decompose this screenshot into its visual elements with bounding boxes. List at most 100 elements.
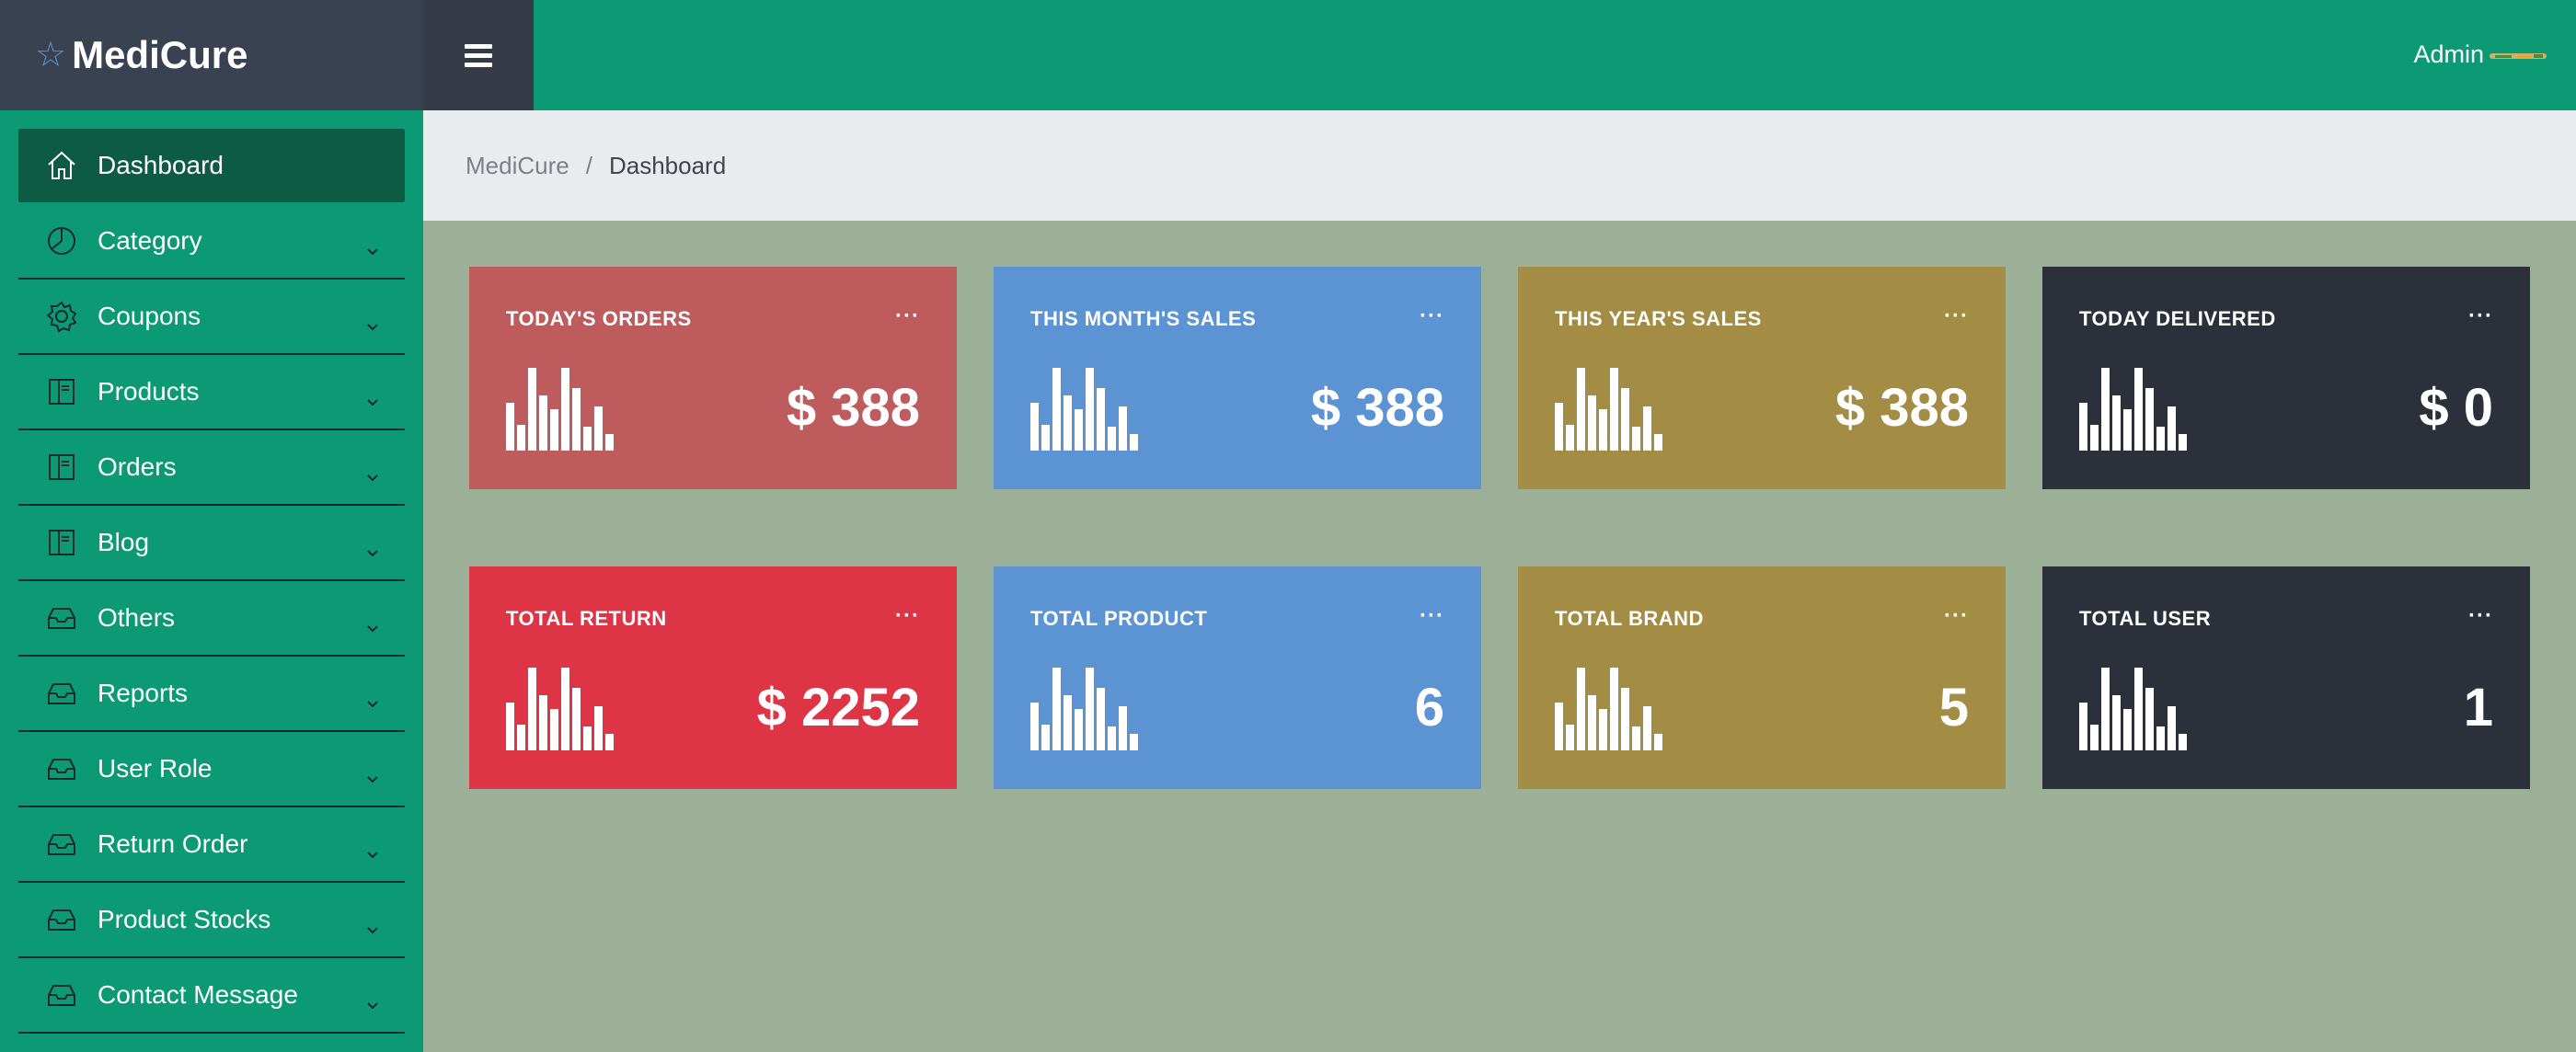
book-icon (44, 450, 79, 485)
sidebar-item-label: Category (98, 226, 202, 255)
sidebar-item-label: Contact Message (98, 980, 298, 1009)
card-title: TOTAL BRAND (1555, 607, 1704, 630)
more-options-icon[interactable]: ··· (2468, 303, 2493, 328)
inbox-icon (44, 978, 79, 1012)
card-value: $ 388 (1310, 378, 1444, 438)
card-value: 5 (1938, 678, 1969, 738)
sidebar-item-others[interactable]: Others (18, 581, 405, 657)
book-icon (44, 525, 79, 560)
sidebar-item-label: Reports (98, 679, 189, 707)
more-options-icon[interactable]: ··· (1420, 603, 1444, 628)
more-options-icon[interactable]: ··· (1420, 303, 1444, 328)
top-navbar: Admin (534, 0, 2576, 110)
breadcrumb: MediCure / Dashboard (423, 110, 2576, 221)
stat-card-todays-orders[interactable]: TODAY'S ORDERS ··· $ 388 (469, 267, 957, 489)
avatar[interactable] (2490, 48, 2547, 64)
card-value: 6 (1414, 678, 1444, 738)
chevron-down-icon (366, 537, 379, 557)
sidebar-item-products[interactable]: Products (18, 355, 405, 430)
sidebar-item-product-stocks[interactable]: Product Stocks (18, 883, 405, 958)
more-options-icon[interactable]: ··· (1944, 303, 1969, 328)
chevron-down-icon (366, 386, 379, 406)
bar-chart-icon (2079, 368, 2187, 451)
stat-card-total-user[interactable]: TOTAL USER ··· 1 (2042, 566, 2530, 789)
sidebar-item-label: Others (98, 603, 176, 632)
sidebar-item-label: Return Order (98, 829, 248, 858)
sidebar-item-return-order[interactable]: Return Order (18, 807, 405, 883)
more-options-icon[interactable]: ··· (895, 603, 920, 628)
more-options-icon[interactable]: ··· (2468, 603, 2493, 628)
admin-label[interactable]: Admin (2413, 40, 2484, 68)
stat-card-total-product[interactable]: TOTAL PRODUCT ··· 6 (994, 566, 1481, 789)
hamburger-icon (465, 40, 492, 72)
sidebar-item-label: User Role (98, 754, 213, 783)
bar-chart-icon (1030, 368, 1138, 451)
chevron-down-icon (366, 914, 379, 934)
chevron-down-icon (366, 839, 379, 859)
book-icon (44, 374, 79, 409)
stat-card-today-delivered[interactable]: TODAY DELIVERED ··· $ 0 (2042, 267, 2530, 489)
card-title: TOTAL USER (2079, 607, 2212, 630)
sidebar: Dashboard Category Coupons Products Orde… (0, 110, 423, 1052)
brand-logo[interactable]: ☆ MediCure (0, 0, 423, 110)
sidebar-item-label: Dashboard (98, 151, 224, 179)
pie-chart-icon (44, 223, 79, 258)
inbox-icon (44, 676, 79, 711)
sidebar-item-label: Products (98, 377, 200, 406)
sidebar-item-label: Blog (98, 528, 150, 556)
bar-chart-icon (2079, 668, 2187, 750)
inbox-icon (44, 902, 79, 937)
card-value: $ 388 (786, 378, 920, 438)
bar-chart-icon (506, 668, 614, 750)
inbox-icon (44, 751, 79, 786)
card-title: TOTAL RETURN (506, 607, 667, 630)
chevron-down-icon (366, 235, 379, 256)
sidebar-item-contact-message[interactable]: Contact Message (18, 958, 405, 1034)
sidebar-item-label: Product Stocks (98, 905, 271, 933)
breadcrumb-separator: / (585, 151, 592, 179)
sidebar-item-orders[interactable]: Orders (18, 430, 405, 506)
stat-card-year-sales[interactable]: THIS YEAR'S SALES ··· $ 388 (1518, 267, 2006, 489)
sidebar-item-dashboard[interactable]: Dashboard (18, 129, 405, 202)
card-title: TOTAL PRODUCT (1030, 607, 1208, 630)
brand-name: MediCure (72, 33, 248, 76)
sidebar-item-coupons[interactable]: Coupons (18, 280, 405, 355)
inbox-icon (44, 827, 79, 862)
breadcrumb-current: Dashboard (608, 151, 727, 179)
breadcrumb-root-link[interactable]: MediCure (466, 151, 569, 179)
chevron-down-icon (366, 462, 379, 482)
card-title: TODAY'S ORDERS (506, 307, 692, 330)
home-icon (44, 148, 79, 183)
sidebar-item-category[interactable]: Category (18, 204, 405, 280)
menu-toggle-button[interactable] (423, 0, 534, 110)
sidebar-item-label: Orders (98, 452, 177, 481)
inbox-icon (44, 600, 79, 635)
more-options-icon[interactable]: ··· (1944, 603, 1969, 628)
card-value: $ 0 (2419, 378, 2493, 438)
stat-card-total-brand[interactable]: TOTAL BRAND ··· 5 (1518, 566, 2006, 789)
stat-card-month-sales[interactable]: THIS MONTH'S SALES ··· $ 388 (994, 267, 1481, 489)
star-icon: ☆ (35, 36, 67, 74)
chevron-down-icon (366, 311, 379, 331)
card-value: 1 (2463, 678, 2493, 738)
chevron-down-icon (366, 612, 379, 633)
card-title: THIS YEAR'S SALES (1555, 307, 1762, 330)
bar-chart-icon (506, 368, 614, 451)
sidebar-item-reports[interactable]: Reports (18, 657, 405, 732)
stat-card-total-return[interactable]: TOTAL RETURN ··· $ 2252 (469, 566, 957, 789)
card-value: $ 388 (1834, 378, 1969, 438)
card-value: $ 2252 (756, 678, 920, 738)
sidebar-item-user-role[interactable]: User Role (18, 732, 405, 807)
gear-icon (44, 299, 79, 334)
card-title: THIS MONTH'S SALES (1030, 307, 1257, 330)
sidebar-item-label: Coupons (98, 302, 201, 330)
bar-chart-icon (1555, 368, 1662, 451)
sidebar-item-blog[interactable]: Blog (18, 506, 405, 581)
bar-chart-icon (1030, 668, 1138, 750)
chevron-down-icon (366, 989, 379, 1010)
more-options-icon[interactable]: ··· (895, 303, 920, 328)
bar-chart-icon (1555, 668, 1662, 750)
chevron-down-icon (366, 688, 379, 708)
chevron-down-icon (366, 763, 379, 783)
card-title: TODAY DELIVERED (2079, 307, 2276, 330)
